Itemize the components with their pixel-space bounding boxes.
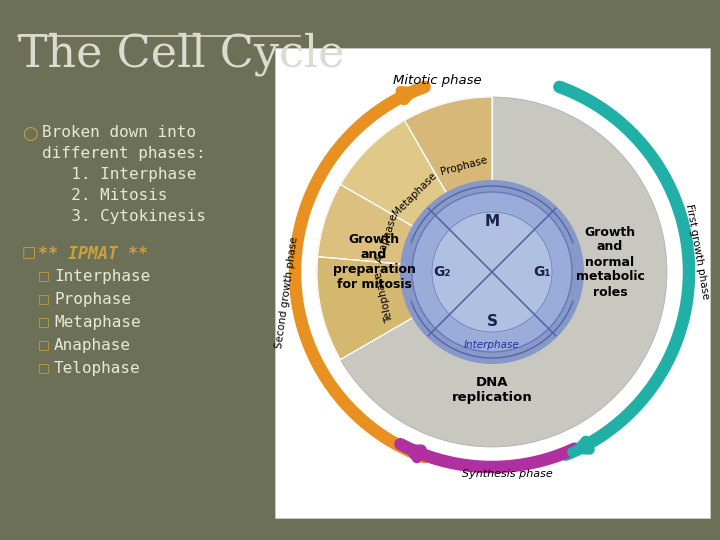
- Text: 1. Interphase: 1. Interphase: [52, 167, 197, 182]
- Text: Anaphase: Anaphase: [54, 338, 131, 353]
- Text: Interphase: Interphase: [54, 269, 150, 284]
- Text: □: □: [38, 269, 50, 282]
- Text: □: □: [22, 245, 37, 260]
- Text: Mitotic phase: Mitotic phase: [392, 74, 481, 87]
- Text: Synthesis phase: Synthesis phase: [462, 469, 552, 479]
- Text: □: □: [38, 338, 50, 351]
- Text: DNA
replication: DNA replication: [451, 376, 532, 404]
- Text: Prophase: Prophase: [439, 154, 488, 177]
- Text: different phases:: different phases:: [42, 146, 206, 161]
- Wedge shape: [317, 256, 492, 360]
- Text: Second growth phase: Second growth phase: [274, 235, 300, 348]
- Text: G₂: G₂: [433, 265, 451, 279]
- Text: ○: ○: [22, 125, 37, 143]
- Text: ** IPMAT **: ** IPMAT **: [38, 245, 148, 263]
- Text: Metaphase: Metaphase: [390, 171, 438, 218]
- Text: □: □: [38, 315, 50, 328]
- Wedge shape: [318, 185, 492, 272]
- Text: 2. Mitosis: 2. Mitosis: [52, 188, 168, 203]
- Text: □: □: [38, 292, 50, 305]
- Text: First growth phase: First growth phase: [684, 204, 711, 300]
- Text: Anaphase: Anaphase: [374, 212, 400, 264]
- Text: Telophase: Telophase: [374, 271, 395, 323]
- Wedge shape: [317, 97, 667, 447]
- Text: The Cell Cycle: The Cell Cycle: [18, 32, 344, 76]
- Wedge shape: [341, 120, 492, 272]
- Bar: [275, 48, 710, 518]
- Circle shape: [412, 192, 572, 352]
- Text: G₁: G₁: [534, 265, 551, 279]
- Text: Prophase: Prophase: [54, 292, 131, 307]
- Text: Metaphase: Metaphase: [54, 315, 140, 330]
- Circle shape: [400, 180, 584, 364]
- Text: □: □: [38, 361, 50, 374]
- Text: Interphase: Interphase: [464, 340, 520, 350]
- Text: Growth
and
normal
metabolic
roles: Growth and normal metabolic roles: [575, 226, 644, 299]
- Text: S: S: [487, 314, 498, 329]
- Text: 3. Cytokinesis: 3. Cytokinesis: [52, 209, 206, 224]
- Text: Telophase: Telophase: [54, 361, 140, 376]
- Text: M: M: [485, 214, 500, 230]
- Text: Broken down into: Broken down into: [42, 125, 196, 140]
- Circle shape: [432, 212, 552, 332]
- Text: Growth
and
preparation
for mitosis: Growth and preparation for mitosis: [333, 233, 415, 291]
- Wedge shape: [405, 97, 492, 272]
